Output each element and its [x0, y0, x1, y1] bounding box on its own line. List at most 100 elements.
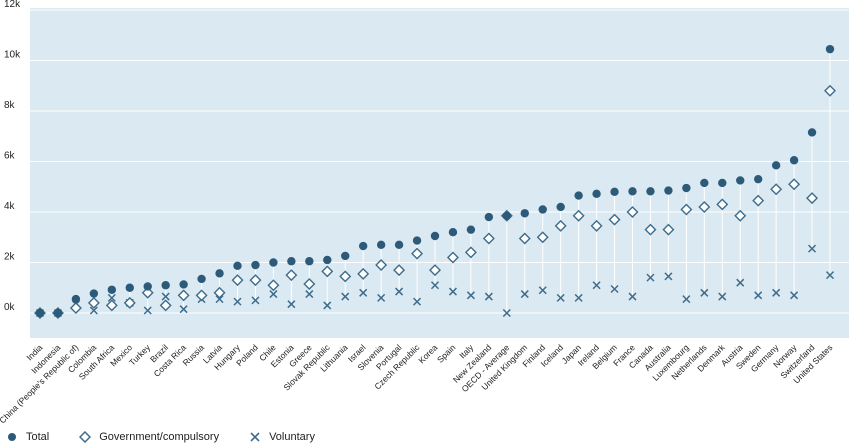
- y-tick-label: 4k: [4, 201, 16, 212]
- government-point: [554, 219, 567, 232]
- government-point: [806, 192, 819, 205]
- total-point: [197, 274, 206, 284]
- total-point: [323, 255, 332, 265]
- total-point: [484, 212, 494, 222]
- y-tick-label: 12k: [4, 0, 21, 10]
- voluntary-point: [269, 290, 278, 299]
- voluntary-point: [502, 308, 511, 318]
- voluntary-point: [233, 297, 242, 306]
- voluntary-point: [646, 273, 655, 282]
- total-point: [556, 202, 565, 212]
- voluntary-point: [610, 284, 619, 294]
- total-point: [789, 156, 799, 165]
- y-tick-label: 10k: [4, 50, 21, 61]
- total-point: [807, 128, 817, 137]
- government-point: [662, 223, 675, 236]
- total-point: [89, 289, 99, 298]
- y-axis-ticks: 0k 2k 4k 6k 8k 10k 12k: [4, 0, 21, 313]
- total-point: [287, 257, 296, 266]
- voluntary-point: [89, 306, 98, 315]
- government-point: [608, 213, 621, 226]
- legend-item-total: Total: [6, 431, 49, 443]
- government-point: [788, 178, 801, 191]
- total-point: [143, 282, 152, 291]
- government-point: [303, 277, 316, 290]
- legend-item-voluntary: Voluntary: [249, 431, 315, 443]
- total-point: [574, 191, 583, 200]
- government-point: [716, 198, 729, 211]
- legend-label-voluntary: Voluntary: [269, 431, 315, 443]
- total-point: [269, 258, 278, 267]
- voluntary-point: [179, 305, 188, 314]
- data-marks: [34, 44, 836, 319]
- x-tick-label: Turkey: [127, 342, 153, 368]
- voluntary-point: [790, 291, 799, 300]
- government-point: [698, 200, 711, 213]
- government-point: [123, 296, 136, 309]
- total-point: [753, 174, 763, 184]
- voluntary-point: [520, 290, 529, 299]
- total-point: [700, 178, 709, 188]
- government-point: [249, 274, 262, 287]
- total-point: [736, 176, 745, 185]
- total-point: [412, 236, 422, 245]
- voluntary-point: [574, 293, 583, 302]
- voluntary-point: [430, 281, 440, 290]
- voluntary-point: [251, 296, 260, 305]
- total-point: [233, 261, 242, 270]
- voluntary-point: [754, 291, 763, 300]
- voluntary-point: [628, 292, 637, 301]
- voluntary-point: [718, 292, 727, 301]
- voluntary-point: [305, 290, 314, 299]
- voluntary-point: [448, 287, 457, 296]
- legend: Total Government/compulsory Voluntary: [6, 429, 345, 445]
- x-marker-icon: [250, 432, 260, 442]
- voluntary-point: [161, 292, 170, 301]
- government-point: [680, 203, 693, 216]
- voluntary-point: [592, 281, 601, 290]
- government-point: [285, 269, 298, 282]
- total-point: [394, 240, 404, 250]
- government-point: [752, 194, 765, 207]
- voluntary-point: [736, 278, 745, 287]
- total-point: [664, 186, 673, 195]
- government-point: [734, 209, 747, 222]
- voluntary-point: [466, 291, 475, 300]
- government-point: [536, 231, 549, 244]
- government-point: [626, 206, 639, 218]
- government-point: [644, 223, 657, 236]
- government-point: [105, 299, 118, 312]
- voluntary-point: [107, 293, 116, 302]
- total-point: [825, 44, 835, 54]
- voluntary-point: [808, 244, 817, 253]
- total-point: [628, 187, 637, 196]
- voluntary-point: [772, 288, 781, 297]
- gridlines: [30, 9, 849, 314]
- voluntary-point: [664, 272, 673, 281]
- voluntary-point: [287, 300, 296, 309]
- government-point: [446, 251, 459, 264]
- x-tick-label: China (People's Republic of): [0, 342, 80, 425]
- total-point: [125, 283, 134, 292]
- total-point: [538, 205, 547, 214]
- voluntary-point: [215, 295, 224, 304]
- total-point: [179, 280, 188, 289]
- voluntary-point: [484, 292, 493, 301]
- total-point: [107, 285, 117, 294]
- total-point: [305, 257, 314, 266]
- government-point: [195, 289, 208, 302]
- total-point: [341, 251, 350, 261]
- total-point: [161, 281, 170, 290]
- government-point: [824, 84, 836, 97]
- legend-label-total: Total: [26, 431, 50, 443]
- government-point: [69, 301, 82, 314]
- government-point: [87, 296, 100, 309]
- legend-item-government: Government/compulsory: [79, 431, 219, 443]
- government-point: [267, 279, 280, 292]
- voluntary-point: [377, 293, 386, 302]
- total-point: [502, 211, 512, 220]
- voluntary-point: [682, 295, 691, 304]
- government-point: [339, 270, 352, 283]
- total-point: [771, 161, 781, 170]
